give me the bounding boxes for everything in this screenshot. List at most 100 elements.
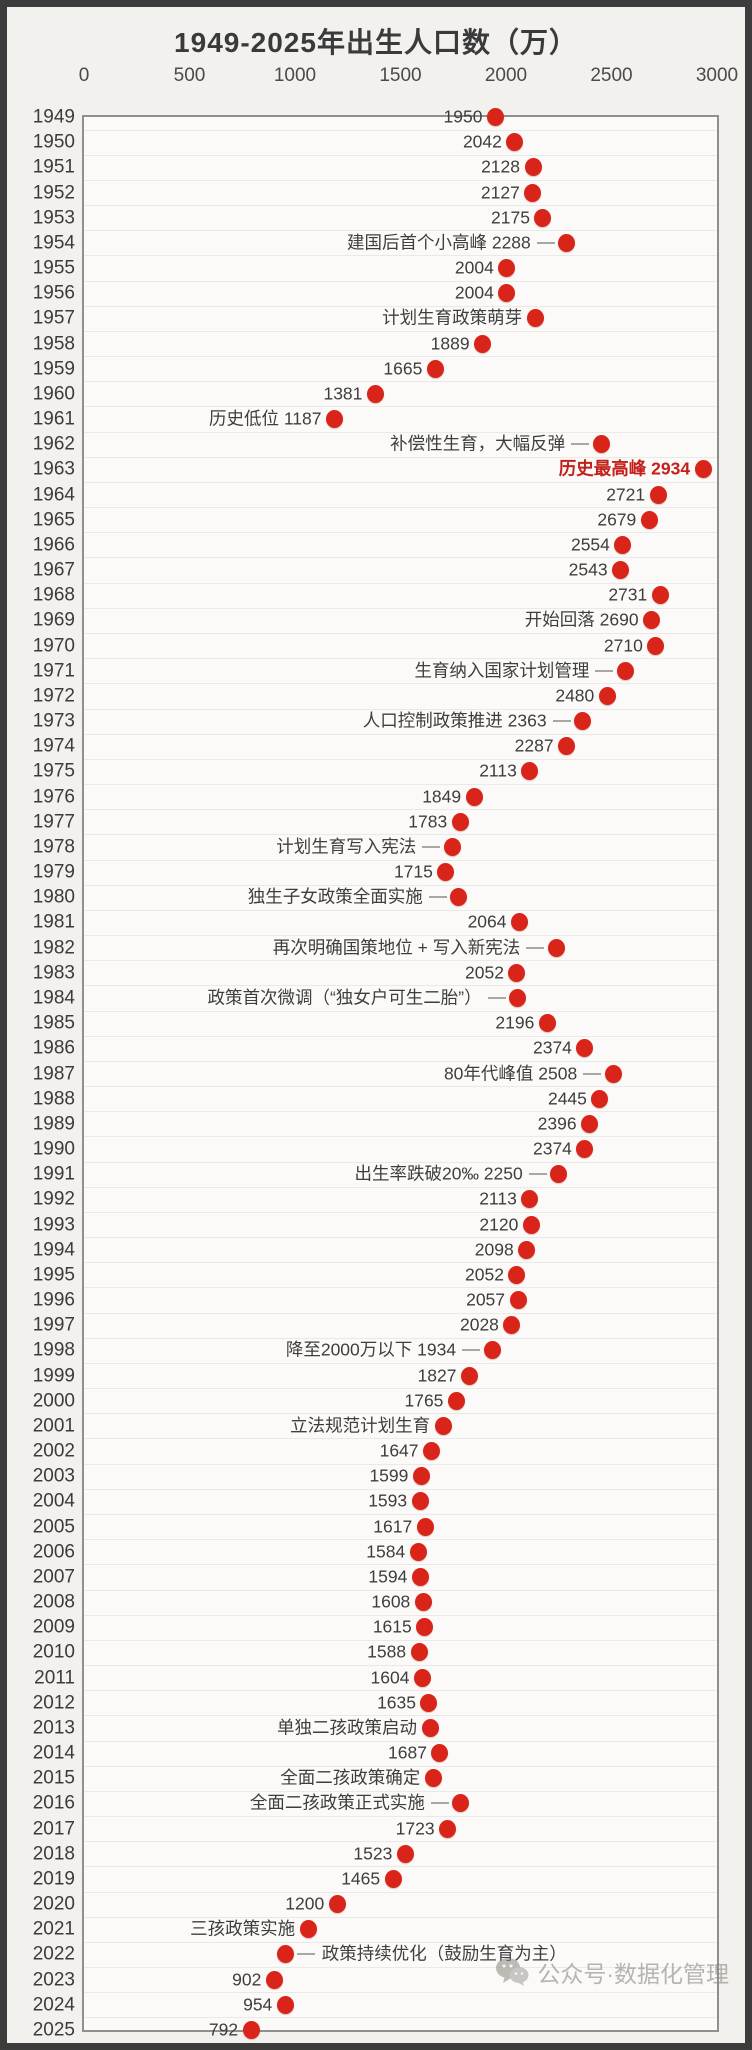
label-leader-line [296, 1953, 315, 1956]
horizontal-gridline [84, 1967, 717, 1969]
year-label: 1953 [32, 207, 75, 229]
data-point-label: 全面二孩政策确定 [280, 1767, 421, 1788]
label-leader-line [583, 1072, 602, 1075]
data-point-label: 2042 [462, 131, 502, 152]
data-point-label: 1584 [366, 1541, 406, 1561]
year-label: 1951 [32, 156, 75, 178]
data-point-label: 2004 [454, 257, 494, 278]
data-point-label: 2052 [465, 962, 504, 983]
year-label: 1975 [32, 760, 75, 782]
data-point-label: 792 [208, 2019, 239, 2040]
data-point-dot [524, 183, 542, 202]
horizontal-gridline [84, 1690, 717, 1692]
data-point-dot [439, 1819, 457, 1838]
label-leader-line [428, 896, 447, 899]
data-point-label: 1599 [369, 1465, 409, 1486]
year-label: 1968 [32, 584, 75, 606]
year-label: 2005 [32, 1516, 75, 1538]
horizontal-gridline [84, 129, 717, 131]
x-axis-tick: 500 [173, 65, 206, 86]
data-point-label: 1588 [367, 1641, 407, 1662]
horizontal-gridline [84, 507, 717, 509]
data-point-dot [409, 1542, 427, 1561]
year-label: 1963 [32, 458, 75, 480]
year-label: 1986 [32, 1037, 75, 1059]
year-label: 1955 [32, 257, 75, 279]
year-label: 1987 [32, 1063, 75, 1084]
horizontal-gridline [84, 1992, 717, 1994]
horizontal-gridline [84, 1312, 717, 1314]
data-point-dot [509, 1291, 527, 1310]
year-label: 1998 [32, 1339, 75, 1361]
data-point-dot [437, 863, 455, 882]
horizontal-gridline [84, 381, 717, 383]
year-label: 1978 [32, 836, 75, 858]
data-point-label: 2028 [459, 1314, 499, 1335]
year-label: 2022 [32, 1943, 75, 1965]
data-point-dot [420, 1693, 438, 1712]
data-point-dot [396, 1844, 414, 1863]
label-leader-line [595, 669, 614, 672]
data-point-label: 2374 [532, 1138, 572, 1159]
data-point-dot [421, 1718, 439, 1737]
year-label: 2024 [32, 1994, 75, 2016]
data-point-dot [506, 133, 524, 152]
data-point-dot [325, 410, 343, 429]
data-point-label: 902 [232, 1968, 262, 1989]
data-point-dot [550, 1165, 568, 1184]
label-leader-line [462, 1349, 481, 1352]
data-point-dot [511, 913, 528, 932]
data-point-dot [576, 1140, 594, 1158]
year-label: 1969 [32, 609, 75, 631]
horizontal-gridline [84, 1136, 717, 1138]
data-point-dot [413, 1668, 431, 1687]
data-point-dot [416, 1517, 434, 1536]
year-label: 2000 [32, 1390, 75, 1412]
horizontal-gridline [84, 733, 717, 735]
data-point-label: 1665 [383, 357, 423, 378]
year-label: 2016 [32, 1792, 75, 1814]
data-point-label: 1950 [443, 106, 483, 127]
data-point-label: 2710 [603, 634, 643, 655]
data-point-dot [423, 1442, 441, 1461]
data-point-label: 降至2000万以下 1934 [285, 1339, 457, 1360]
data-point-dot [558, 737, 576, 756]
year-label: 2007 [32, 1566, 75, 1588]
year-label: 2013 [32, 1717, 75, 1739]
year-label: 2019 [32, 1868, 75, 1890]
horizontal-gridline [84, 1488, 717, 1490]
data-point-dot [643, 611, 661, 630]
data-point-label: 立法规范计划生育 [290, 1415, 431, 1436]
data-point-dot [534, 208, 552, 227]
horizontal-gridline [84, 205, 717, 207]
horizontal-gridline [84, 1665, 717, 1667]
year-label: 1967 [32, 559, 75, 581]
year-label: 1995 [32, 1264, 75, 1286]
data-point-label: 1765 [404, 1389, 444, 1410]
horizontal-gridline [84, 1463, 717, 1465]
data-point-label: 全面二孩政策正式实施 [249, 1792, 425, 1813]
data-point-dot [452, 1794, 470, 1813]
year-label: 1962 [32, 433, 75, 455]
horizontal-gridline [84, 1841, 717, 1843]
x-axis-tick: 2000 [484, 65, 528, 86]
data-point-dot [592, 435, 610, 454]
data-point-label: 再次明确国策地位 + 写入新宪法 [272, 936, 521, 957]
horizontal-gridline [84, 1564, 717, 1566]
data-point-dot [265, 1970, 283, 1989]
year-label: 1970 [32, 635, 75, 657]
data-point-label: 2287 [514, 735, 554, 756]
horizontal-gridline [84, 1513, 717, 1515]
year-label: 1957 [32, 307, 75, 329]
data-point-dot [411, 1492, 429, 1511]
year-label: 1992 [32, 1188, 75, 1210]
horizontal-gridline [84, 1161, 717, 1163]
data-point-label: 1889 [430, 332, 470, 353]
data-point-dot [416, 1618, 434, 1637]
data-point-label: 政策持续优化（鼓励生育为主） [321, 1943, 567, 1964]
year-label: 1997 [32, 1314, 75, 1336]
data-point-label: 1593 [368, 1490, 408, 1511]
data-point-dot [424, 1769, 442, 1788]
horizontal-gridline [84, 532, 717, 534]
